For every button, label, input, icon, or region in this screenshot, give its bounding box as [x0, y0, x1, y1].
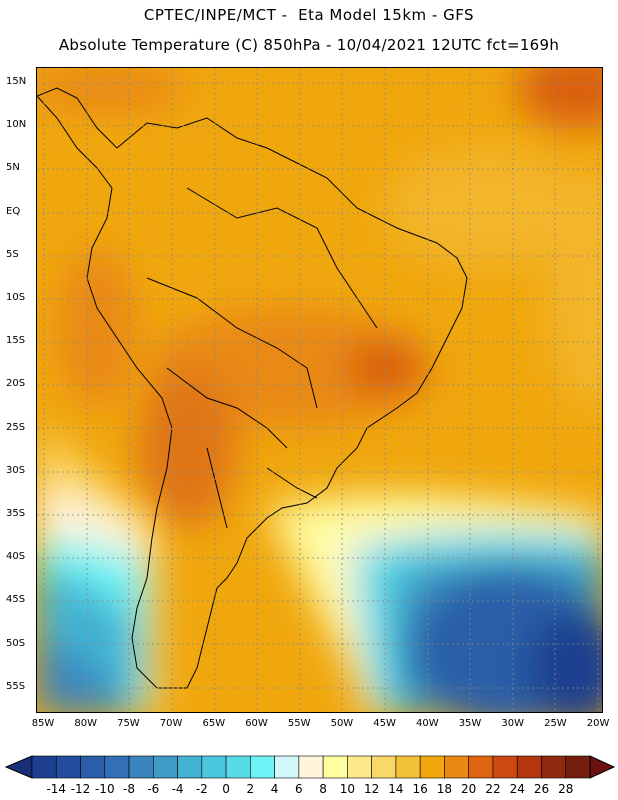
lon-label: 30W	[501, 718, 524, 729]
lat-label: 35S	[6, 508, 26, 519]
lat-label: 10N	[6, 119, 27, 131]
lon-label: 75W	[117, 718, 140, 729]
colorbar-swatch	[347, 755, 372, 779]
colorbar-swatch	[322, 755, 348, 779]
map-canvas	[37, 68, 602, 712]
lat-label: 25S	[6, 421, 26, 433]
colorbar-tick-label: 4	[270, 782, 279, 796]
lon-label: 50W	[330, 718, 354, 729]
lat-label: EQ	[6, 205, 21, 217]
colorbar-tick-label: 26	[533, 782, 550, 796]
lon-label: 60W	[245, 718, 268, 729]
colorbar-tick-label: 22	[485, 782, 501, 796]
lat-label: 40S	[6, 551, 26, 563]
lon-label: 65W	[202, 718, 226, 729]
chart-title-line2: Absolute Temperature (C) 850hPa - 10/04/…	[58, 36, 560, 54]
lat-label: 5S	[6, 248, 19, 260]
colorbar-swatch	[55, 755, 81, 779]
colorbar-swatch	[516, 755, 542, 779]
colorbar-tick-label: 12	[364, 782, 380, 796]
colorbar-swatch	[104, 755, 130, 779]
lat-label: 5N	[6, 162, 20, 174]
colorbar-tick-label: 0	[222, 782, 230, 796]
colorbar-high-arrow	[589, 755, 616, 779]
colorbar-swatch	[274, 755, 300, 779]
lat-label: 55S	[6, 680, 26, 692]
colorbar-tick-label: -2	[195, 782, 208, 796]
colorbar-tick-label: 2	[246, 782, 255, 796]
colorbar-tick-label: 8	[319, 782, 327, 796]
lon-label: 55W	[287, 718, 311, 729]
lon-label: 40W	[415, 718, 439, 729]
colorbar-tick-label: -8	[123, 782, 136, 796]
colorbar-swatch	[250, 755, 275, 779]
colorbar-swatch	[444, 755, 469, 779]
colorbar-swatch	[541, 755, 567, 779]
lat-label: 15S	[6, 335, 26, 347]
lat-label: 10S	[6, 292, 26, 303]
temperature-field	[37, 68, 602, 712]
colorbar-swatch	[225, 755, 251, 779]
colorbar-swatch	[565, 755, 591, 779]
colorbar-tick-label: -4	[171, 782, 184, 796]
colorbar-swatch	[201, 755, 227, 779]
lat-label: 15N	[6, 76, 27, 87]
lon-label: 85W	[31, 718, 55, 729]
colorbar-swatch	[468, 755, 494, 779]
colorbar-tick-label: 14	[388, 782, 404, 796]
colorbar-tick-label: 16	[412, 782, 428, 796]
colorbar-swatch	[128, 755, 154, 779]
colorbar-low-arrow	[4, 755, 33, 779]
colorbar-tick-label: 20	[461, 782, 477, 796]
colorbar-swatch	[395, 755, 421, 779]
lat-label: 20S	[6, 378, 26, 390]
colorbar-tick-label: -14	[46, 782, 67, 796]
lon-label: 20W	[586, 718, 610, 729]
colorbar-tick-label: 6	[295, 782, 303, 796]
lon-label: 80W	[74, 718, 97, 729]
colorbar-swatch	[153, 755, 178, 779]
lat-label: 50S	[6, 637, 26, 649]
temperature-map	[36, 67, 603, 713]
lat-label: 45S	[6, 594, 26, 606]
lon-label: 25W	[544, 718, 567, 729]
colorbar-tick-label: -10	[94, 782, 115, 796]
colorbar-tick-label: 24	[509, 782, 525, 796]
lon-label: 70W	[159, 718, 183, 729]
colorbar	[4, 755, 616, 779]
colorbar-swatch	[80, 755, 106, 779]
colorbar-tick-label: -12	[70, 782, 91, 796]
colorbar-tick-label: 18	[436, 782, 453, 796]
colorbar-tick-label: -6	[147, 782, 160, 796]
lat-label: 30S	[6, 464, 26, 476]
colorbar-swatch	[492, 755, 518, 779]
chart-title-line1: CPTEC/INPE/MCT - Eta Model 15km - GFS	[143, 6, 475, 24]
lon-label: 35W	[458, 718, 482, 729]
colorbar-swatch	[419, 755, 445, 779]
colorbar-swatch	[177, 755, 203, 779]
colorbar-tick-label: 28	[558, 782, 574, 796]
colorbar-tick-label: 10	[339, 782, 356, 796]
colorbar-swatch	[371, 755, 397, 779]
lon-label: 45W	[373, 718, 396, 729]
colorbar-swatch	[298, 755, 324, 779]
colorbar-swatch	[31, 755, 57, 779]
